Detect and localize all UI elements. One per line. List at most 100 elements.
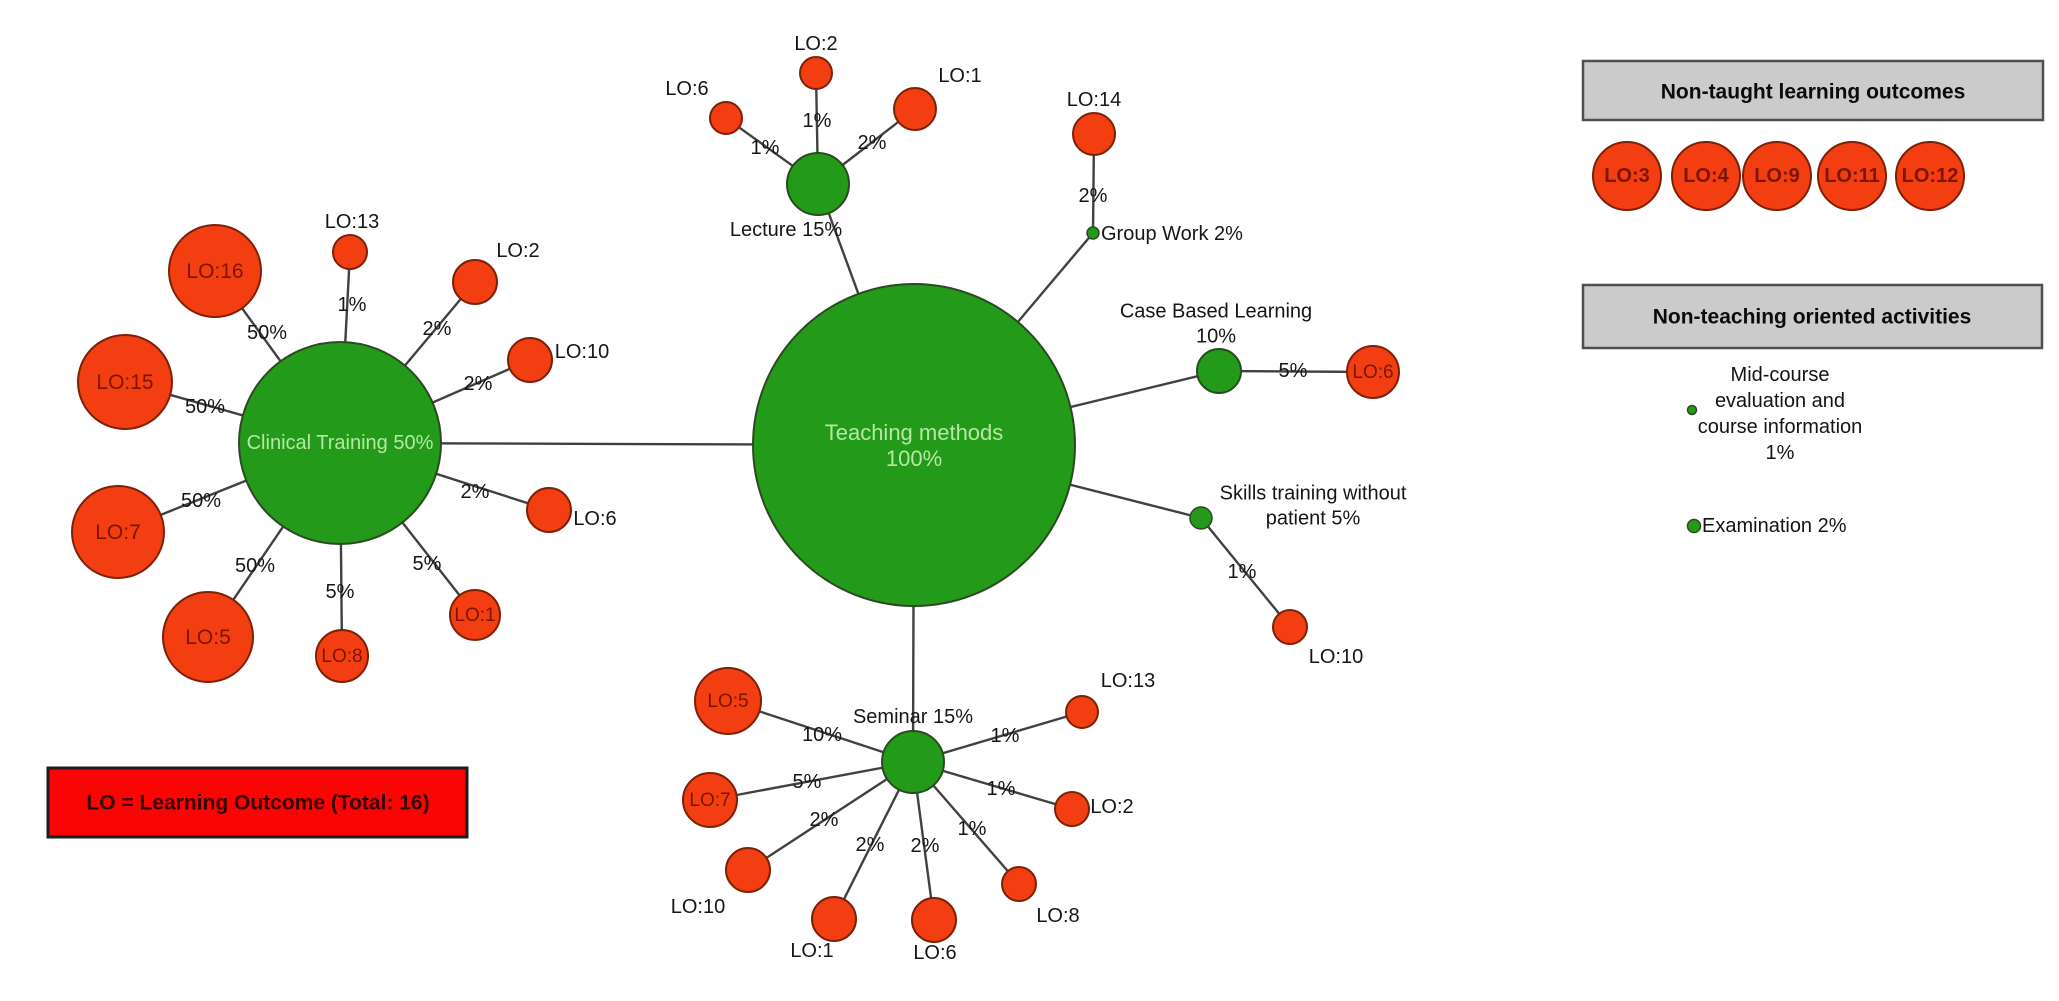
node-cl-lo1	[449, 589, 501, 641]
label-gw-lo14: LO:14	[1067, 89, 1121, 111]
panels-layer: Non-taught learning outcomes LO:3 LO:4 LO:9…	[1581, 59, 2045, 537]
edge-label-clinical--cl-lo2: 2%	[423, 318, 452, 340]
edge-label-lecture--lec-lo1: 2%	[858, 132, 887, 154]
edge-label-cbl--cbl-lo6: 5%	[1279, 360, 1308, 382]
label-cl-lo1: LO:1	[454, 605, 495, 626]
label-lecture: Lecture 15%	[730, 219, 843, 241]
edge-label-seminar--sem-lo10: 2%	[810, 809, 839, 831]
non-taught-lo-circle	[1742, 141, 1812, 211]
node-groupwork	[1086, 226, 1100, 240]
legend-text: LO = Learning Outcome (Total: 16)	[86, 792, 429, 815]
edge-seminar--sem-lo10	[747, 760, 914, 872]
node-sem-lo1	[811, 896, 857, 942]
edge-label-clinical--cl-lo7: 50%	[181, 490, 221, 512]
node-cl-lo15	[77, 334, 173, 430]
non-taught-lo-circle	[1817, 141, 1887, 211]
label-cl-lo16: LO:16	[186, 260, 243, 283]
non-teaching-panel-box	[1581, 283, 2044, 350]
edge-seminar--sem-lo7	[709, 760, 914, 802]
nodes-layer	[71, 56, 1400, 943]
label-groupwork: Group Work 2%	[1101, 223, 1243, 245]
node-cbl	[1196, 348, 1242, 394]
label-sem-lo8: LO:8	[1036, 905, 1079, 927]
non-teaching-panel-title: Non-teaching oriented activities	[1653, 306, 1972, 329]
label-sem-lo13: LO:13	[1101, 670, 1155, 692]
edge-label-clinical--cl-lo15: 50%	[185, 396, 225, 418]
edge-label-clinical--cl-lo10: 2%	[464, 373, 493, 395]
label-cbl: Case Based Learning 10%	[1120, 301, 1312, 348]
node-sem-lo6	[911, 897, 957, 943]
label-cl-lo7: LO:7	[95, 521, 141, 544]
node-sem-lo2	[1054, 791, 1090, 827]
label-lec-lo6: LO:6	[665, 78, 708, 100]
node-cl-lo8	[315, 629, 369, 683]
label-sem-lo7: LO:7	[689, 790, 730, 811]
node-lec-lo2	[799, 56, 833, 90]
label-cbl-lo6: LO:6	[1352, 362, 1393, 383]
label-skills: Skills training without patient 5%	[1220, 483, 1407, 530]
node-lecture	[786, 152, 850, 216]
edge-label-skills--sk-lo10: 1%	[1228, 561, 1257, 583]
edge-label-clinical--cl-lo8: 5%	[326, 581, 355, 603]
label-cl-lo2: LO:2	[496, 240, 539, 262]
node-sem-lo7	[682, 772, 738, 828]
label-cl-lo5: LO:5	[185, 626, 231, 649]
label-seminar: Seminar 15%	[853, 706, 973, 728]
label-sem-lo2: LO:2	[1090, 796, 1133, 818]
node-lec-lo1	[893, 87, 937, 131]
non-taught-lo-circle	[1671, 141, 1741, 211]
non-taught-lo-label: LO:11	[1824, 165, 1880, 187]
label-cl-lo8: LO:8	[321, 646, 362, 667]
activity-label: Examination 2%	[1702, 515, 1847, 537]
edge-label-seminar--sem-lo5: 10%	[802, 724, 842, 746]
node-cbl-lo6	[1346, 345, 1400, 399]
edge-label-lecture--lec-lo2: 1%	[803, 110, 832, 132]
label-teaching: Teaching methods 100%	[825, 420, 1004, 471]
label-cl-lo13: LO:13	[325, 211, 379, 233]
node-cl-lo13	[332, 234, 368, 270]
node-clinical	[238, 341, 442, 545]
edge-label-seminar--sem-lo6: 2%	[911, 835, 940, 857]
labels-layer: 1%1%2%2%50%1%2%2%50%2%50%50%5%5%10%5%2%2…	[95, 33, 1407, 964]
activity-dot	[1686, 518, 1702, 534]
label-sem-lo6: LO:6	[913, 942, 956, 964]
node-skills	[1189, 506, 1213, 530]
non-taught-lo-label: LO:9	[1754, 165, 1800, 187]
node-sem-lo8	[1001, 866, 1037, 902]
edge-label-seminar--sem-lo7: 5%	[793, 771, 822, 793]
node-cl-lo2	[452, 259, 498, 305]
non-taught-lo-circle	[1895, 141, 1965, 211]
edge-label-clinical--cl-lo6: 2%	[461, 481, 490, 503]
label-cl-lo10: LO:10	[555, 341, 609, 363]
legend-box	[46, 766, 469, 839]
edge-label-clinical--cl-lo1: 5%	[413, 553, 442, 575]
label-cl-lo6: LO:6	[573, 508, 616, 530]
node-cl-lo16	[168, 224, 262, 318]
label-lec-lo2: LO:2	[794, 33, 837, 55]
edge-label-seminar--sem-lo13: 1%	[991, 725, 1020, 747]
label-clinical: Clinical Training 50%	[247, 432, 434, 454]
node-cl-lo10	[507, 337, 553, 383]
edge-label-clinical--cl-lo13: 1%	[338, 294, 367, 316]
edge-label-seminar--sem-lo1: 2%	[856, 834, 885, 856]
non-taught-lo-label: LO:4	[1683, 165, 1729, 187]
node-sem-lo10	[725, 847, 771, 893]
edge-label-seminar--sem-lo8: 1%	[958, 818, 987, 840]
node-gw-lo14	[1072, 112, 1116, 156]
edge-label-seminar--sem-lo2: 1%	[987, 778, 1016, 800]
activity-dot	[1686, 404, 1698, 416]
edge-label-clinical--cl-lo5: 50%	[235, 555, 275, 577]
non-taught-panel-title: Non-taught learning outcomes	[1661, 81, 1966, 104]
edge-label-lecture--lec-lo6: 1%	[751, 137, 780, 159]
label-sk-lo10: LO:10	[1309, 646, 1363, 668]
node-cl-lo7	[71, 485, 165, 579]
activity-label: Mid-course evaluation and course informati…	[1698, 364, 1863, 464]
legend-layer: LO = Learning Outcome (Total: 16)	[46, 766, 469, 839]
node-sem-lo13	[1065, 695, 1099, 729]
label-cl-lo15: LO:15	[96, 371, 153, 394]
node-lec-lo6	[709, 101, 743, 135]
label-sem-lo10: LO:10	[671, 896, 725, 918]
non-taught-lo-label: LO:12	[1902, 165, 1959, 187]
node-cl-lo6	[526, 487, 572, 533]
